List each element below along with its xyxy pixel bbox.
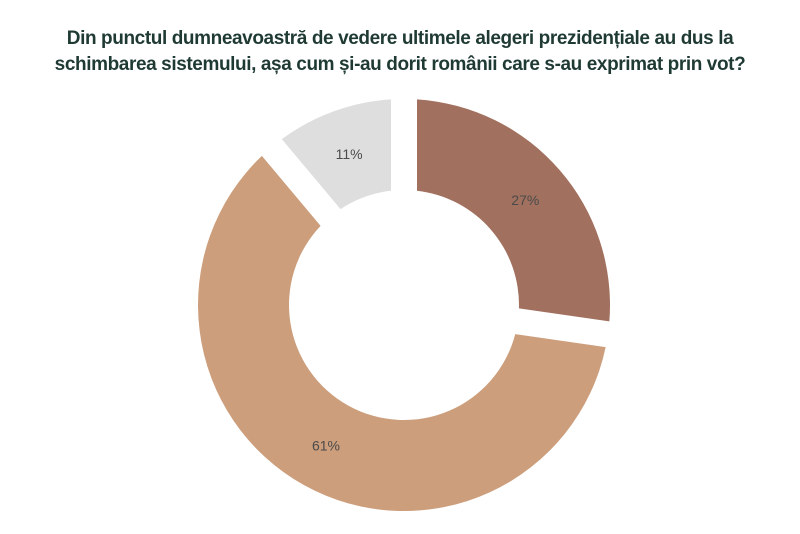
donut-slice-11pct [281,99,391,210]
chart-title: Din punctul dumneavoastră de vedere ulti… [0,26,800,78]
chart-title-line-2: schimbarea sistemului, așa cum și-au dor… [54,54,746,75]
donut-slice-61pct [198,155,606,511]
slice-label-61pct: 61% [312,437,340,453]
donut-slice-27pct [417,99,611,322]
slice-label-27pct: 27% [511,192,539,208]
chart-title-line-1: Din punctul dumneavoastră de vedere ulti… [66,28,734,49]
slice-label-11pct: 11% [336,146,363,162]
